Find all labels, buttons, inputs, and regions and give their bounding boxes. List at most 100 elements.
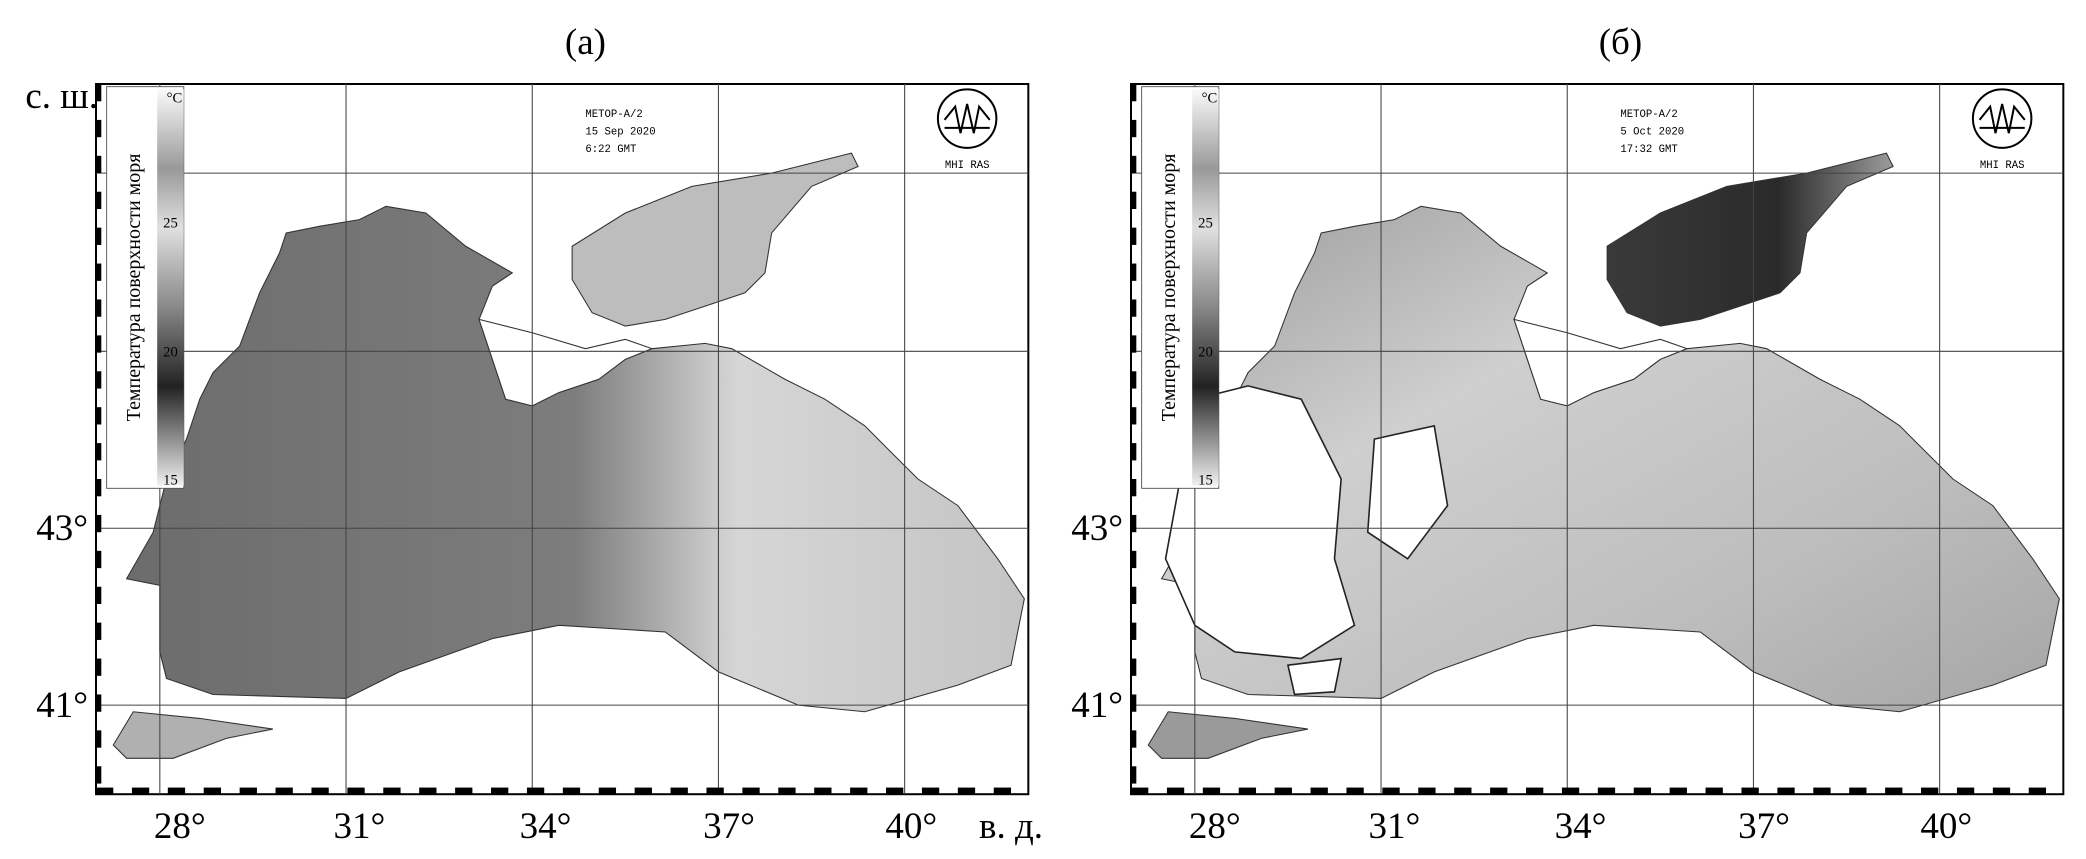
colorbar-tick: 25 <box>163 216 178 232</box>
frame-scale <box>275 787 293 795</box>
sea-of-azov <box>1606 152 1894 327</box>
longitude-label: 37° <box>1738 806 1790 847</box>
frame-scale <box>96 730 102 748</box>
frame-scale <box>96 658 102 676</box>
frame-scale <box>634 787 652 795</box>
frame-scale <box>1131 514 1137 533</box>
frame-scale <box>706 787 724 795</box>
frame-scale <box>1131 191 1137 210</box>
frame-scale <box>526 787 545 795</box>
frame-scale <box>1777 787 1795 795</box>
latitude-label: 41° <box>1071 685 1123 726</box>
frame-scale <box>1418 787 1436 795</box>
frame-scale <box>1131 479 1137 497</box>
frame-scale <box>1813 787 1831 795</box>
longitude-label: 28° <box>1189 806 1241 847</box>
frame-scale <box>1490 787 1508 795</box>
frame-scale <box>1131 658 1137 676</box>
colorbar-tick: 15 <box>163 472 178 488</box>
logo-emblem <box>943 103 991 134</box>
longitude-label: 40° <box>885 806 937 847</box>
colorbar-tick: 20 <box>1198 345 1213 361</box>
longitude-label: 34° <box>1555 806 1607 847</box>
latitude-label: 41° <box>36 685 88 726</box>
frame-scale <box>131 787 150 795</box>
frame-scale <box>96 514 102 533</box>
frame-scale <box>96 622 102 640</box>
frame-scale <box>1346 787 1364 795</box>
logo-text: MHI RAS <box>945 160 990 172</box>
colorbar-unit: °C <box>167 91 183 107</box>
image-info: 17:32 GMT <box>1620 144 1677 156</box>
frame-scale <box>96 550 102 569</box>
frame-scale <box>562 787 581 795</box>
clouds <box>1164 385 1449 696</box>
colorbar-title: Температура поверхности моря <box>1158 154 1180 422</box>
sea-of-azov <box>571 152 859 327</box>
frame-scale <box>1238 787 1257 795</box>
frame-scale <box>2028 787 2047 795</box>
longitude-axis-title: в. д. <box>979 806 1043 847</box>
sea-of-marmara <box>112 711 273 759</box>
frame-scale <box>1131 299 1137 317</box>
frame-scale <box>1956 787 1975 795</box>
frame-scale <box>993 787 1012 795</box>
frame-scale <box>96 479 102 497</box>
colorbar-unit: °C <box>1202 91 1218 107</box>
frame-scale <box>921 787 940 795</box>
frame-scale <box>850 787 868 795</box>
logo <box>1971 88 2033 149</box>
frame-scale <box>1274 787 1292 795</box>
frame-scale <box>347 787 365 795</box>
frame-scale <box>1526 787 1544 795</box>
frame-scale <box>96 191 102 210</box>
frame-scale <box>1131 227 1137 245</box>
frame-scale <box>670 787 688 795</box>
logo <box>936 88 998 149</box>
frame-scale <box>96 84 102 102</box>
frame-scale <box>1131 84 1137 102</box>
frame-scale <box>167 787 186 795</box>
frame-scale <box>1669 787 1687 795</box>
frame-scale <box>1561 787 1580 795</box>
frame-scale <box>96 155 102 174</box>
frame-scale <box>1202 787 1221 795</box>
frame-scale <box>96 766 102 784</box>
crimea <box>478 318 654 407</box>
longitude-label: 37° <box>703 806 755 847</box>
frame-scale <box>1131 586 1137 605</box>
frame-scale <box>1131 730 1137 748</box>
image-info: 15 Sep 2020 <box>585 127 655 139</box>
frame-scale <box>1131 119 1137 138</box>
image-info: 5 Oct 2020 <box>1620 127 1684 139</box>
frame-scale <box>239 787 257 795</box>
frame-scale <box>96 694 102 712</box>
panel-label: (а) <box>565 22 606 63</box>
frame-scale <box>311 787 329 795</box>
frame-scale <box>96 371 102 389</box>
frame-scale <box>1131 407 1137 425</box>
frame-scale <box>96 443 102 461</box>
frame-scale <box>419 787 437 795</box>
frame-scale <box>96 119 102 138</box>
frame-scale <box>1131 155 1137 174</box>
frame-scale <box>1131 622 1137 640</box>
colorbar-tick: 20 <box>163 345 178 361</box>
longitude-label: 34° <box>520 806 572 847</box>
logo-emblem <box>1978 103 2026 134</box>
frame-scale <box>1131 371 1137 389</box>
frame-scale <box>1597 787 1616 795</box>
frame-scale <box>96 299 102 317</box>
frame-scale <box>886 787 904 795</box>
frame-scale <box>96 227 102 245</box>
sea-of-marmara <box>1147 711 1308 759</box>
frame-scale <box>1705 787 1723 795</box>
frame-scale <box>203 787 222 795</box>
panel-label: (б) <box>1599 22 1642 63</box>
image-info: METOP-A/2 <box>585 109 642 121</box>
frame-scale <box>1633 787 1652 795</box>
frame-scale <box>1131 694 1137 712</box>
frame-scale <box>742 787 760 795</box>
frame-scale <box>1921 787 1939 795</box>
